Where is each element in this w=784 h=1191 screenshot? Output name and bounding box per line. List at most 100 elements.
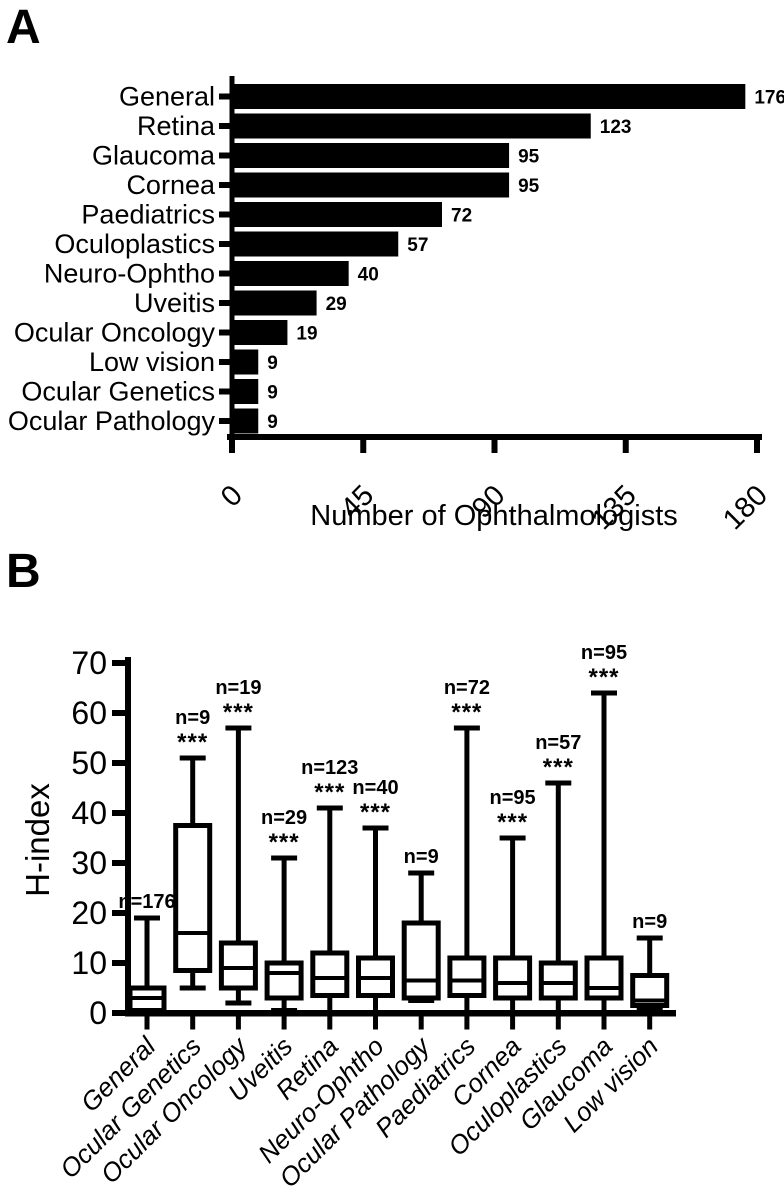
y-axis-tick-label: 30 <box>71 845 107 881</box>
iqr-box <box>264 960 304 1001</box>
box-paediatrics: n=72*** <box>444 677 490 1016</box>
bar-value-label: 9 <box>267 383 278 404</box>
n-label: n=72 <box>444 677 490 699</box>
bar-category-label: General <box>119 82 215 112</box>
significance-stars: *** <box>269 829 300 856</box>
bar-value-label: 123 <box>600 117 632 138</box>
x-axis-tick <box>235 1016 241 1030</box>
bar-category-label: Cornea <box>126 170 216 200</box>
box-glaucoma: n=95*** <box>581 642 627 1016</box>
panel-a-letter: A <box>6 1 41 54</box>
y-axis-tick <box>112 860 125 866</box>
n-label: n=123 <box>301 757 358 779</box>
bar-ocular-oncology <box>232 320 288 345</box>
significance-stars: *** <box>497 809 528 836</box>
bar-category-label: Low vision <box>89 347 215 377</box>
bar-value-label: 95 <box>518 176 540 197</box>
x-axis-tick <box>647 1016 653 1030</box>
y-axis-tick <box>112 710 125 716</box>
n-label: n=9 <box>404 846 439 868</box>
box-general: n=176 <box>118 891 176 1016</box>
x-axis-tick <box>229 440 235 453</box>
box-neuro-ophtho: n=40*** <box>352 777 399 1016</box>
y-axis-tick-label: 60 <box>71 695 107 731</box>
x-axis-tick <box>555 1016 561 1030</box>
iqr-box <box>584 955 624 1001</box>
significance-stars: *** <box>588 664 619 691</box>
box-ocular-oncology: n=19*** <box>215 677 261 1006</box>
y-axis-tick <box>112 760 125 766</box>
panel-b-letter: B <box>6 545 41 598</box>
significance-stars: *** <box>451 699 482 726</box>
box-uveitis: n=29*** <box>261 807 307 1013</box>
bar-general <box>232 84 746 109</box>
bar-category-label: Ocular Genetics <box>21 377 215 407</box>
bar-retina <box>232 113 591 139</box>
n-label: n=29 <box>261 807 307 829</box>
category-tick <box>219 270 232 277</box>
category-tick <box>219 388 232 395</box>
bar-glaucoma <box>232 143 510 168</box>
category-tick <box>219 182 232 188</box>
bar-value-label: 40 <box>358 265 379 286</box>
bar-category-label: Retina <box>137 111 216 141</box>
bar-ocular-genetics <box>232 379 259 404</box>
panel-b-x-axis-line <box>125 1010 676 1017</box>
x-axis-tick <box>464 1016 470 1030</box>
category-tick <box>219 329 232 336</box>
significance-stars: *** <box>543 754 574 781</box>
iqr-box <box>173 823 213 973</box>
bar-paediatrics <box>232 202 442 227</box>
bar-value-label: 72 <box>451 206 472 227</box>
y-axis-tick <box>112 660 125 666</box>
n-label: n=9 <box>175 707 210 729</box>
y-axis-tick-label: 20 <box>71 895 107 931</box>
n-label: n=9 <box>632 911 667 933</box>
panel-a-x-axis-line <box>227 434 762 440</box>
y-axis-tick <box>112 1010 125 1016</box>
x-axis-tick <box>360 440 367 453</box>
box-low-vision: n=9 <box>630 911 670 1011</box>
box-ocular-genetics: n=9*** <box>173 707 213 991</box>
bar-neuro-ophtho <box>232 261 349 286</box>
bar-category-label: Glaucoma <box>92 141 216 171</box>
n-label: n=40 <box>352 777 398 799</box>
bar-category-label: Neuro-Ophtho <box>44 259 215 289</box>
bar-category-label: Ocular Pathology <box>8 406 216 436</box>
n-label: n=19 <box>215 677 261 699</box>
bar-value-label: 9 <box>267 353 278 374</box>
bar-value-label: 9 <box>267 412 278 433</box>
n-label: n=95 <box>490 787 536 809</box>
significance-stars: *** <box>177 729 208 756</box>
x-axis-tick <box>190 1016 196 1030</box>
iqr-box <box>538 960 578 1001</box>
panel-a-x-axis-title: Number of Ophthalmologists <box>310 500 678 532</box>
category-tick <box>219 123 232 129</box>
n-label: n=176 <box>118 891 175 913</box>
x-axis-tick <box>418 1016 424 1030</box>
ophthalmologists-bar-chart: General 176 Retina 123 Glaucoma 95 Cornea 95 Pae… <box>8 76 784 536</box>
bar-value-label: 95 <box>518 147 540 168</box>
significance-stars: *** <box>360 799 391 826</box>
bar-category-label: Oculoplastics <box>54 229 215 259</box>
x-axis-tick <box>281 1016 287 1030</box>
category-tick <box>219 418 232 424</box>
box-cornea: n=95*** <box>490 787 536 1016</box>
box-retina: n=123*** <box>301 757 358 1016</box>
bar-category-label: Ocular Oncology <box>14 318 216 348</box>
bar-value-label: 19 <box>296 324 317 345</box>
bar-low-vision <box>232 349 259 375</box>
category-tick <box>219 359 232 365</box>
significance-stars: *** <box>223 699 254 726</box>
bar-cornea <box>232 172 510 198</box>
bar-ocular-pathology <box>232 408 259 434</box>
x-axis-tick <box>327 1016 333 1030</box>
iqr-box <box>447 955 487 998</box>
category-tick <box>219 211 232 218</box>
y-axis-tick-label: 70 <box>71 645 107 681</box>
panel-b-y-axis-title: H-index <box>19 783 56 897</box>
category-tick <box>219 93 232 100</box>
x-axis-tick <box>601 1016 607 1030</box>
bar-value-label: 29 <box>326 294 347 315</box>
